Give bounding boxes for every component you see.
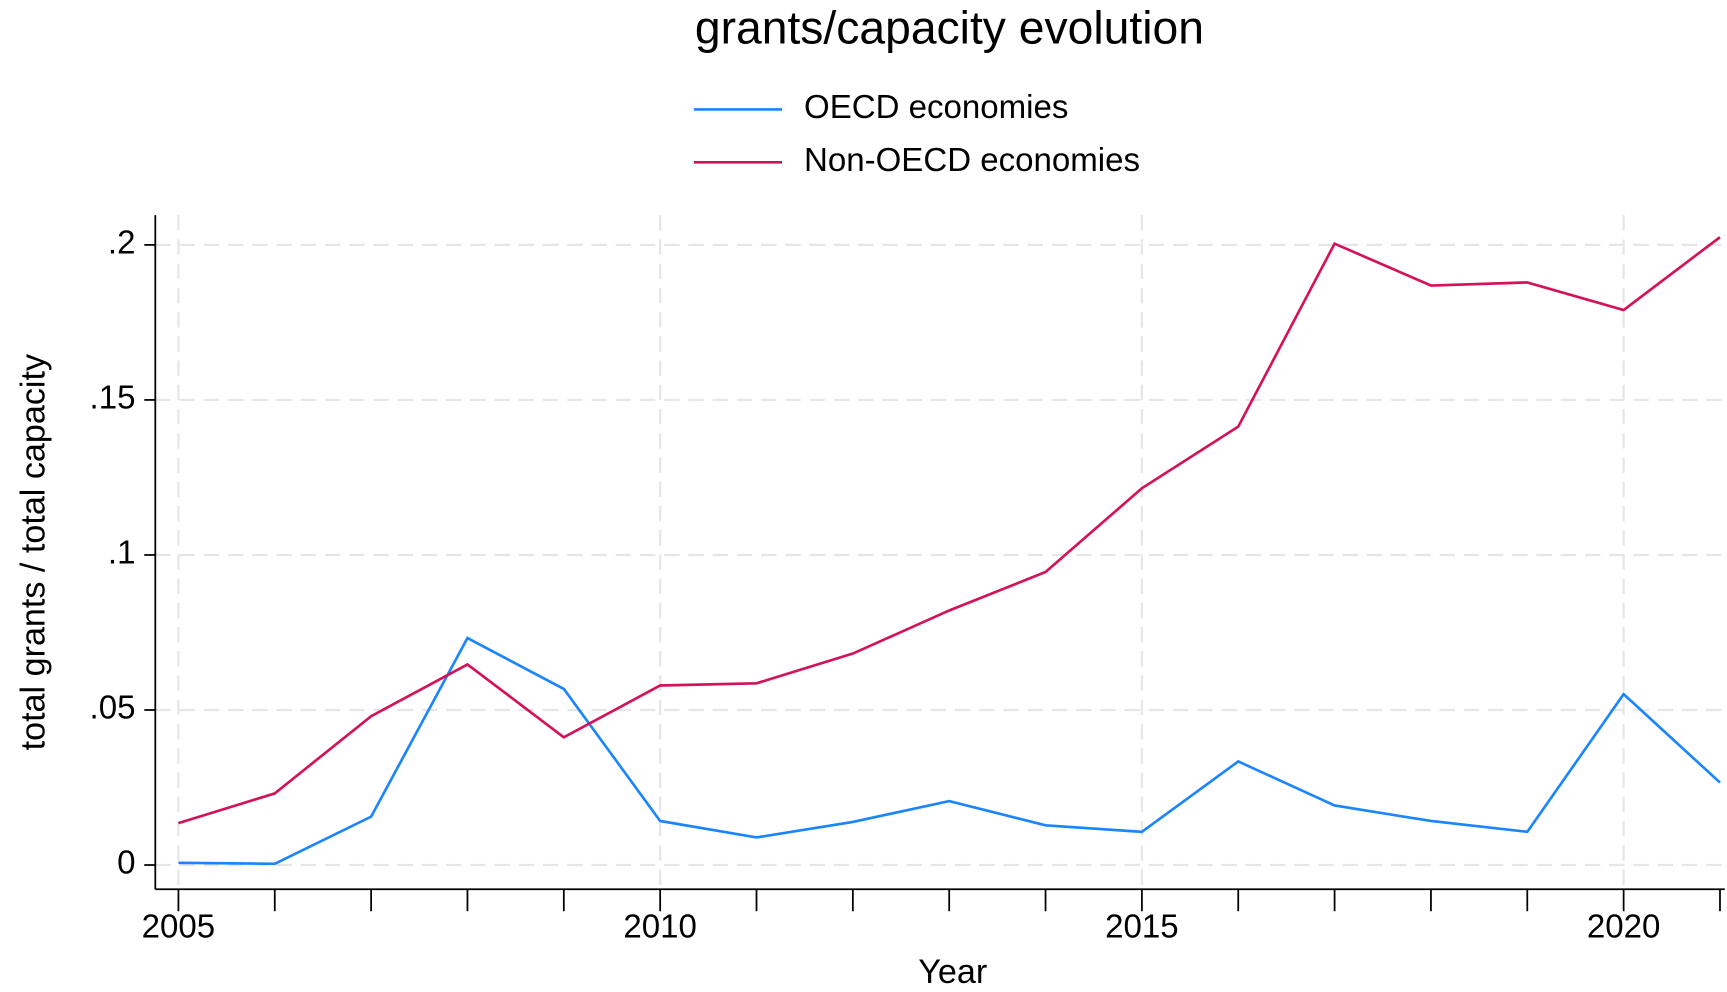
y-tick-label: .15 [90,380,136,417]
legend-label: Non-OECD economies [804,142,1140,179]
y-axis-label: total grants / total capacity [14,354,52,750]
x-tick-label: 2005 [142,909,215,946]
chart-title: grants/capacity evolution [695,1,1204,53]
series-line [178,636,1721,866]
legend-label: OECD economies [804,89,1068,126]
x-tick-label: 2010 [623,909,696,946]
y-tick-label: .2 [108,225,136,262]
x-tick-label: 2015 [1105,909,1178,946]
series-line [178,236,1721,825]
y-tick-label: .1 [108,535,136,572]
x-tick-label: 2020 [1587,909,1660,946]
x-axis-label: Year [918,953,987,991]
y-tick-label: .05 [90,690,136,727]
y-tick-label: 0 [117,845,135,882]
